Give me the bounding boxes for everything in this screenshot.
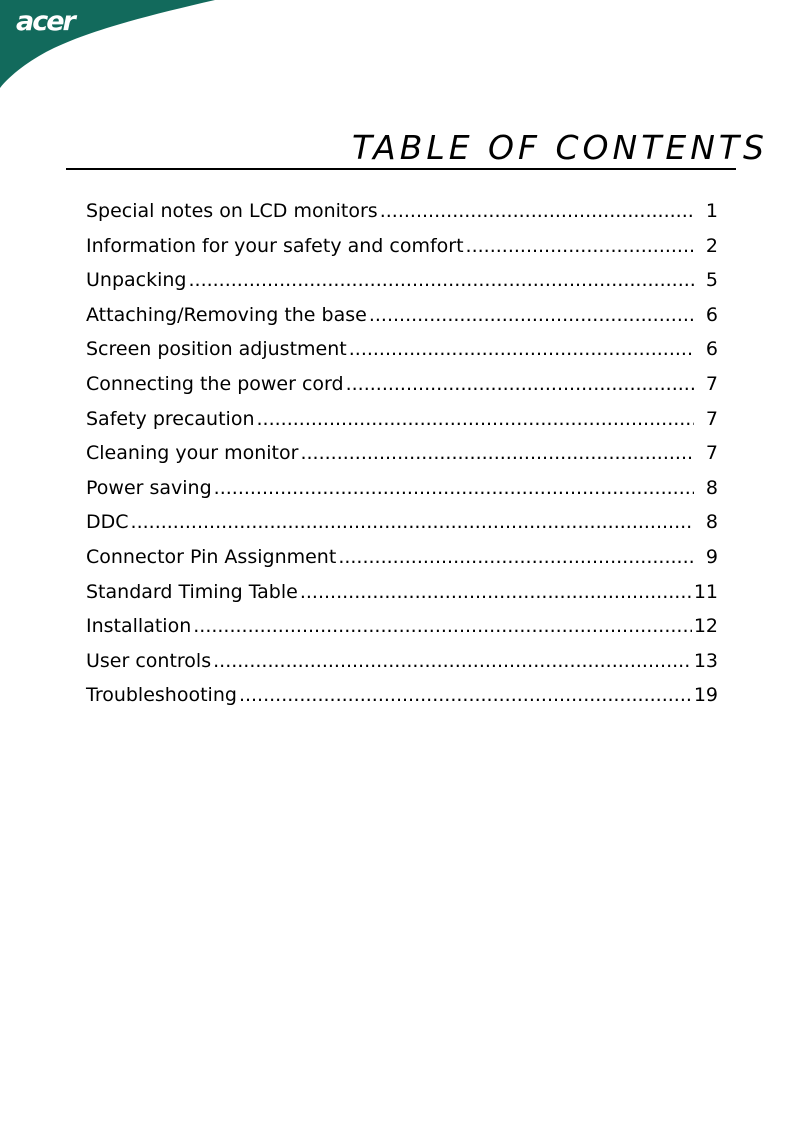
toc-entry-page: 11 <box>693 580 718 603</box>
dot-leader <box>349 338 694 360</box>
toc-entry-label: Special notes on LCD monitors <box>86 200 378 222</box>
dot-leader <box>213 650 692 672</box>
dot-leader <box>369 304 694 326</box>
dot-leader <box>239 684 692 706</box>
toc-entry[interactable]: Safety precaution 7 <box>86 408 718 443</box>
toc-entry[interactable]: Special notes on LCD monitors 1 <box>86 200 718 235</box>
toc-entry[interactable]: Standard Timing Table 11 <box>86 581 718 616</box>
toc-entry-label: Safety precaution <box>86 407 255 430</box>
toc-entry[interactable]: Troubleshooting 19 <box>86 684 718 719</box>
toc-entry-label: Screen position adjustment <box>86 338 347 361</box>
toc-entry-label: Cleaning your monitor <box>86 442 299 465</box>
dot-leader <box>214 477 694 499</box>
toc-entry-page: 1 <box>705 200 718 222</box>
toc-entry[interactable]: User controls 13 <box>86 650 718 685</box>
toc-entry-page: 6 <box>705 338 718 361</box>
toc-entry[interactable]: Power saving 8 <box>86 477 718 512</box>
dot-leader <box>300 442 694 464</box>
toc-entry[interactable]: DDC 8 <box>86 511 718 546</box>
toc-entry-label: Information for your safety and comfort <box>86 234 464 257</box>
dot-leader <box>466 235 694 257</box>
toc-entry-label: User controls <box>86 649 212 672</box>
toc-entry-page: 13 <box>693 649 718 672</box>
toc-entry-page: 9 <box>705 545 718 568</box>
toc-entry-label: DDC <box>86 511 129 534</box>
toc-entry-page: 8 <box>705 476 718 499</box>
dot-leader <box>188 269 694 291</box>
dot-leader <box>338 546 694 568</box>
toc-entry[interactable]: Installation 12 <box>86 615 718 650</box>
acer-logo: acer <box>16 6 76 37</box>
dot-leader <box>380 200 694 222</box>
title-divider <box>66 168 736 170</box>
toc-entry-label: Troubleshooting <box>86 684 237 707</box>
toc-entry-label: Power saving <box>86 476 212 499</box>
toc-entry[interactable]: Screen position adjustment 6 <box>86 338 718 373</box>
toc-entry-label: Standard Timing Table <box>86 580 298 603</box>
toc-entry-label: Attaching/Removing the base <box>86 303 367 326</box>
toc-entry-page: 19 <box>693 684 718 707</box>
dot-leader <box>346 373 694 395</box>
toc-entry[interactable]: Connecting the power cord 7 <box>86 373 718 408</box>
toc-entry[interactable]: Attaching/Removing the base 6 <box>86 304 718 339</box>
dot-leader <box>131 511 694 533</box>
toc-entry[interactable]: Unpacking 5 <box>86 269 718 304</box>
toc-entry-page: 6 <box>705 303 718 326</box>
dot-leader <box>193 615 692 637</box>
toc-entry[interactable]: Information for your safety and comfort 2 <box>86 235 718 270</box>
toc-entry-label: Unpacking <box>86 269 187 292</box>
toc-entry-label: Installation <box>86 615 192 638</box>
toc-entry-page: 7 <box>705 442 718 465</box>
toc-entry-page: 5 <box>705 269 718 292</box>
toc-entry-page: 12 <box>693 615 718 638</box>
toc-entry-label: Connector Pin Assignment <box>86 545 337 568</box>
dot-leader <box>257 408 695 430</box>
toc-entry-page: 7 <box>705 407 718 430</box>
toc-entry-label: Connecting the power cord <box>86 372 344 395</box>
toc-entry[interactable]: Connector Pin Assignment 9 <box>86 546 718 581</box>
page-title: TABLE OF CONTENTS <box>351 128 768 167</box>
toc-entry-page: 8 <box>705 511 718 534</box>
toc-entry-page: 2 <box>705 234 718 257</box>
dot-leader <box>300 581 692 603</box>
header-banner <box>0 0 215 88</box>
toc-entry-page: 7 <box>705 372 718 395</box>
toc-entry[interactable]: Cleaning your monitor 7 <box>86 442 718 477</box>
toc-list: Special notes on LCD monitors 1 Informatio… <box>86 200 718 719</box>
